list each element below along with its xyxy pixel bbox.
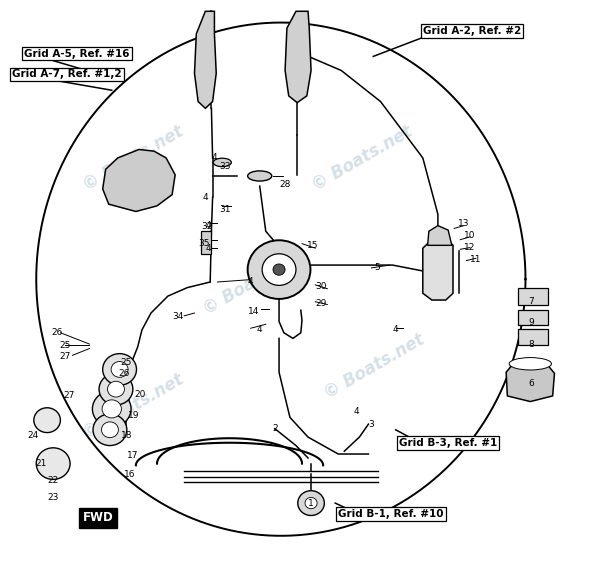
Circle shape (262, 254, 296, 285)
Circle shape (248, 240, 310, 299)
Ellipse shape (213, 158, 231, 167)
Circle shape (34, 408, 60, 433)
Circle shape (298, 491, 324, 515)
Text: Grid A-2, Ref. #2: Grid A-2, Ref. #2 (423, 26, 521, 36)
Circle shape (36, 448, 70, 479)
Text: 5: 5 (374, 263, 381, 272)
Circle shape (93, 414, 127, 446)
Text: 12: 12 (464, 243, 475, 252)
Text: 4: 4 (257, 325, 263, 334)
Text: 28: 28 (280, 180, 291, 190)
Circle shape (102, 400, 121, 418)
Text: 11: 11 (470, 255, 482, 264)
Text: 4: 4 (211, 153, 217, 162)
Text: 26: 26 (118, 369, 129, 378)
Text: 33: 33 (219, 162, 231, 171)
Text: 22: 22 (48, 476, 59, 485)
Text: 4: 4 (202, 193, 208, 202)
Text: 34: 34 (173, 312, 184, 321)
Bar (518, 288, 548, 305)
Text: 32: 32 (201, 222, 212, 231)
Text: Grid A-7, Ref. #1,2: Grid A-7, Ref. #1,2 (12, 69, 121, 80)
Text: 23: 23 (48, 493, 59, 502)
Text: 6: 6 (528, 379, 535, 388)
Text: 25: 25 (120, 358, 131, 367)
Bar (201, 231, 211, 254)
Text: 31: 31 (219, 205, 231, 214)
Polygon shape (428, 226, 452, 245)
Text: 25: 25 (60, 341, 71, 350)
Text: © Boats.net: © Boats.net (80, 370, 186, 442)
Circle shape (108, 381, 124, 397)
Text: 30: 30 (315, 282, 327, 291)
Text: 29: 29 (316, 299, 327, 308)
Text: 20: 20 (135, 390, 146, 399)
Text: 15: 15 (307, 241, 319, 250)
Text: 4: 4 (353, 407, 359, 416)
Ellipse shape (509, 358, 551, 370)
Text: 19: 19 (128, 411, 140, 420)
Text: FWD: FWD (83, 511, 113, 525)
Text: 3: 3 (368, 420, 374, 429)
Bar (518, 310, 548, 325)
Text: 27: 27 (64, 391, 75, 400)
Text: 27: 27 (60, 352, 71, 361)
Text: 4: 4 (248, 277, 254, 287)
Text: 10: 10 (464, 231, 476, 240)
Ellipse shape (248, 171, 272, 181)
Text: 8: 8 (528, 340, 535, 349)
Text: Grid B-3, Ref. #1: Grid B-3, Ref. #1 (399, 438, 497, 448)
Text: © Boats.net: © Boats.net (321, 331, 428, 403)
Text: 17: 17 (127, 451, 139, 460)
Text: © Boats.net: © Boats.net (201, 246, 307, 318)
Polygon shape (194, 11, 216, 108)
Text: 13: 13 (458, 219, 470, 228)
Circle shape (101, 422, 118, 438)
Text: Grid A-5, Ref. #16: Grid A-5, Ref. #16 (24, 49, 130, 59)
Text: 26: 26 (52, 328, 63, 337)
Text: 14: 14 (248, 307, 259, 316)
Text: 1: 1 (308, 499, 314, 508)
Text: 4: 4 (393, 325, 399, 334)
Bar (518, 329, 548, 345)
Polygon shape (285, 11, 311, 103)
Circle shape (273, 264, 285, 275)
Text: 21: 21 (36, 459, 47, 468)
Circle shape (103, 354, 137, 385)
Text: Grid B-1, Ref. #10: Grid B-1, Ref. #10 (338, 509, 444, 519)
Circle shape (305, 497, 317, 509)
Text: 16: 16 (124, 470, 136, 479)
Text: 7: 7 (528, 297, 535, 306)
Polygon shape (103, 149, 175, 212)
Text: 4: 4 (205, 221, 211, 230)
Text: © Boats.net: © Boats.net (309, 122, 416, 194)
Text: 35: 35 (198, 239, 210, 248)
Polygon shape (423, 238, 453, 300)
Text: 4: 4 (205, 244, 211, 253)
Polygon shape (506, 360, 554, 402)
Circle shape (99, 373, 133, 405)
Circle shape (111, 362, 128, 377)
Text: 2: 2 (272, 424, 278, 433)
Circle shape (92, 391, 131, 427)
Text: 9: 9 (528, 318, 535, 327)
Text: 18: 18 (121, 431, 133, 440)
Text: 24: 24 (28, 431, 39, 440)
Text: © Boats.net: © Boats.net (80, 122, 186, 194)
